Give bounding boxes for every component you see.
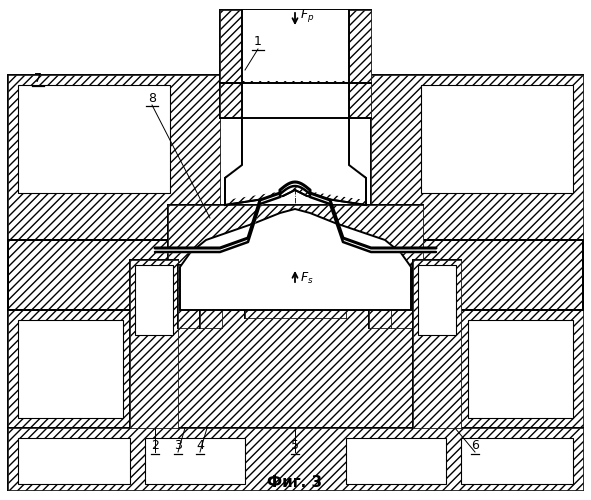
Bar — [371, 75, 583, 240]
Bar — [8, 310, 583, 428]
Bar — [413, 260, 461, 428]
Polygon shape — [226, 118, 365, 200]
Bar — [8, 310, 583, 428]
Bar — [421, 85, 573, 193]
Text: 2: 2 — [151, 439, 159, 452]
Bar — [349, 83, 371, 118]
Bar — [418, 265, 456, 335]
Bar — [145, 438, 245, 484]
Bar — [8, 75, 220, 240]
Bar — [8, 428, 583, 490]
Bar — [391, 265, 413, 328]
Polygon shape — [180, 209, 411, 310]
Bar — [413, 260, 461, 428]
Bar — [168, 205, 423, 310]
Polygon shape — [8, 240, 220, 310]
Bar — [8, 428, 583, 490]
Bar — [135, 265, 173, 335]
Bar — [18, 438, 130, 484]
Text: 5: 5 — [291, 439, 299, 452]
Text: 8: 8 — [148, 92, 156, 105]
Bar — [130, 260, 178, 428]
Text: 7: 7 — [34, 72, 42, 85]
Bar — [242, 10, 349, 81]
Bar — [178, 265, 200, 328]
Bar — [346, 438, 446, 484]
Bar — [220, 83, 371, 118]
Text: $F_s$: $F_s$ — [300, 270, 314, 285]
Text: 4: 4 — [196, 439, 204, 452]
Bar — [168, 205, 423, 310]
Bar — [178, 265, 200, 328]
Bar — [369, 265, 391, 328]
Bar — [255, 270, 336, 288]
Bar — [220, 10, 371, 83]
Bar — [220, 83, 242, 118]
Bar — [461, 438, 573, 484]
Polygon shape — [225, 118, 366, 205]
Bar — [8, 75, 220, 240]
Bar — [369, 265, 391, 328]
Bar — [391, 265, 413, 328]
Bar — [245, 265, 346, 318]
Polygon shape — [371, 240, 583, 310]
Bar — [200, 265, 222, 328]
Text: 3: 3 — [174, 439, 182, 452]
Text: 6: 6 — [471, 439, 479, 452]
Bar — [220, 10, 371, 83]
Bar — [130, 260, 178, 428]
Bar — [468, 320, 573, 418]
Text: $F_p$: $F_p$ — [300, 8, 314, 24]
Bar — [18, 320, 123, 418]
Bar — [18, 85, 170, 193]
Bar — [200, 265, 222, 328]
Bar — [371, 75, 583, 240]
Text: 1: 1 — [254, 35, 262, 48]
Bar — [245, 265, 346, 318]
Bar — [242, 83, 349, 118]
Text: Фиг. 3: Фиг. 3 — [268, 475, 323, 490]
